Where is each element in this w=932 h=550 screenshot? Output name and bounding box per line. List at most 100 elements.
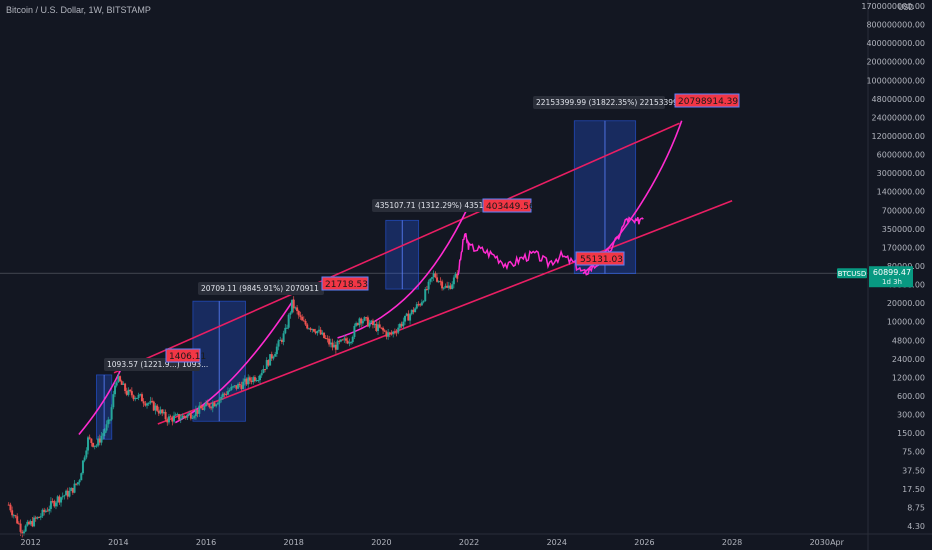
candle-body [173,415,176,422]
candle-body [336,340,339,350]
time-tick-label: 2026 [634,538,654,547]
price-tick-label: 4800.00 [892,336,925,345]
candle-body [318,329,321,331]
candle-body [230,386,233,390]
candle-body [98,438,101,443]
support-label-box[interactable] [575,251,625,266]
candle-body [397,327,400,333]
candle-body [220,396,223,399]
candle-body [412,309,415,313]
candle-body [250,380,253,383]
candle-body [34,517,37,519]
candle-body [390,333,393,335]
candle-body [49,501,52,509]
price-series [7,216,644,538]
cycle-target-label-box[interactable] [674,93,740,108]
cycle-range-label: 1093.57 (1221.9...) 1093... [107,360,208,369]
candle-body [78,480,81,483]
candle-body [63,495,66,497]
candle-body [48,508,51,511]
candle-body [255,380,258,382]
candle-body [382,327,385,331]
candle-body [388,332,391,334]
candle-body [196,409,199,414]
cycle-target-label-box[interactable] [321,276,369,291]
current-price-value: 60899.47 [873,268,911,277]
candle-body [312,329,315,332]
candle-body [405,313,408,316]
price-tick-label: 700000.00 [882,206,925,215]
candle-body [326,338,329,340]
price-tick-label: 350000.00 [882,225,925,234]
price-tick-label: 10000.00 [887,318,925,327]
candle-body [164,411,167,420]
upper-channel-line[interactable] [113,122,680,374]
candle-body [181,415,184,419]
candle-body [356,323,359,326]
candle-body [88,437,91,439]
candle-body [248,377,251,381]
candle-body [198,405,201,414]
candle-body [107,419,110,425]
candle-body [270,354,273,359]
candle-body [306,324,309,329]
time-axis[interactable]: 2012 2014 2016 2018 2020 2022 2024 2026 2028 2030… [0,533,932,547]
parabolic-arc-3[interactable] [337,204,470,339]
candle-body [452,277,455,285]
candle-body [309,328,312,330]
candle-body [33,517,36,527]
candle-body [17,523,20,525]
candle-body [137,394,140,398]
candle-body [147,403,150,405]
current-price-tag[interactable] [869,266,913,288]
candle-body [395,332,398,334]
candle-body [156,405,159,411]
candle-body [125,390,128,395]
candle-body [299,315,302,317]
cycle-target-label: 20798914.39 [678,97,738,107]
candle-body [167,416,170,423]
candle-body [348,342,351,344]
candle-body [350,342,353,344]
candle-body [378,324,381,328]
candle-body [73,483,76,493]
symbol-tag-label: BTCUSD [838,270,867,278]
time-tick-label: 2018 [284,538,304,547]
candle-body [129,389,132,392]
candle-body [341,339,344,341]
candle-body [19,523,22,532]
candle-body [235,385,238,389]
candle-body [201,408,204,410]
candle-body [11,510,14,516]
candle-body [146,403,149,406]
candle-body [28,521,31,525]
candle-body [323,332,326,339]
candle-body [232,386,235,388]
lower-channel-line[interactable] [157,200,733,425]
candle-body [199,405,202,409]
candle-body [58,496,61,503]
candle-body [43,509,46,512]
candle-body [252,377,255,383]
candle-body [385,331,388,337]
candle-body [434,273,437,278]
candle-body [301,316,304,321]
candle-body [24,525,27,532]
candle-body [444,285,447,288]
candle-body [373,323,376,326]
parabolic-arc-1[interactable] [78,369,122,436]
cycle-target-label-box[interactable] [482,198,532,213]
candle-body [16,516,19,524]
candle-body [311,329,314,331]
candle-body [361,320,364,324]
cycle-target-label-box[interactable] [165,348,201,363]
candle-body [142,401,145,404]
candle-body [437,281,440,283]
candle-body [206,402,209,404]
candle-body [71,487,74,493]
candle-body [449,285,452,290]
candle-body [424,288,427,302]
candle-body [383,330,386,332]
